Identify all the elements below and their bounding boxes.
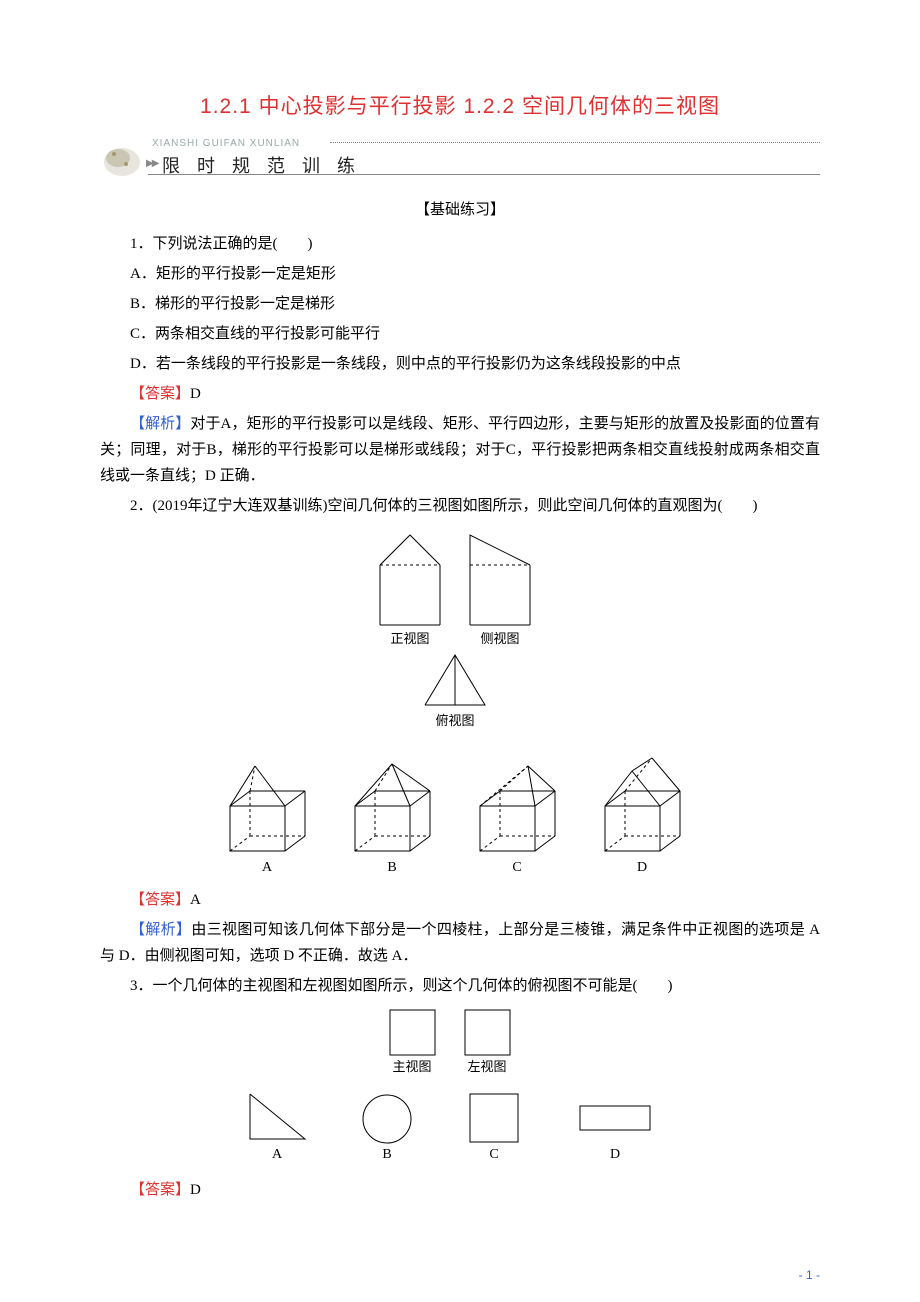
page-number: - 1 - bbox=[799, 1268, 820, 1282]
banner-chevron-icon: ▶▶ bbox=[146, 158, 157, 169]
svg-text:B: B bbox=[382, 1147, 391, 1162]
q2-views-svg: 正视图 侧视图 俯视图 bbox=[360, 525, 560, 745]
q3-answer-value: D bbox=[190, 1182, 201, 1198]
analysis-label: 【解析】 bbox=[130, 922, 191, 938]
q1-analysis-text: 对于A，矩形的平行投影可以是线段、矩形、平行四边形，主要与矩形的放置及投影面的位… bbox=[100, 416, 820, 484]
q3-stem: 3．一个几何体的主视图和左视图如图所示，则这个几何体的俯视图不可能是( ) bbox=[100, 973, 820, 999]
answer-label: 【答案】 bbox=[130, 892, 190, 908]
q3-views-figure: 主视图 左视图 bbox=[100, 1005, 820, 1080]
page-title: 1.2.1 中心投影与平行投影 1.2.2 空间几何体的三视图 bbox=[100, 90, 820, 120]
svg-text:左视图: 左视图 bbox=[467, 1059, 506, 1074]
q2-answer-value: A bbox=[190, 892, 201, 908]
svg-text:俯视图: 俯视图 bbox=[435, 713, 474, 728]
q2-answer: 【答案】A bbox=[100, 887, 820, 913]
analysis-label: 【解析】 bbox=[130, 416, 190, 432]
svg-text:D: D bbox=[610, 1147, 620, 1162]
q1-option-a: A．矩形的平行投影一定是矩形 bbox=[100, 261, 820, 287]
q2-options-figure: A B C D bbox=[100, 756, 820, 881]
svg-text:A: A bbox=[272, 1147, 283, 1162]
q1-answer-value: D bbox=[190, 386, 201, 402]
q1-option-c: C．两条相交直线的平行投影可能平行 bbox=[100, 321, 820, 347]
svg-text:A: A bbox=[262, 860, 273, 875]
q3-options-svg: A B C D bbox=[230, 1086, 690, 1166]
q3-options-figure: A B C D bbox=[100, 1086, 820, 1171]
svg-text:B: B bbox=[387, 860, 396, 875]
q2-stem: 2．(2019年辽宁大连双基训练)空间几何体的三视图如图所示，则此空间几何体的直… bbox=[100, 493, 820, 519]
section-heading: 【基础练习】 bbox=[100, 198, 820, 219]
q2-analysis-text: 由三视图可知该几何体下部分是一个四棱柱，上部分是三棱锥，满足条件中正视图的选项是… bbox=[100, 922, 820, 964]
svg-text:正视图: 正视图 bbox=[390, 631, 429, 646]
svg-text:C: C bbox=[489, 1147, 498, 1162]
section-banner: XIANSHI GUIFAN XUNLIAN ▶▶ 限 时 规 范 训 练 bbox=[100, 138, 820, 188]
answer-label: 【答案】 bbox=[130, 386, 190, 402]
q2-three-views-figure: 正视图 侧视图 俯视图 bbox=[100, 525, 820, 750]
q1-option-d: D．若一条线段的平行投影是一条线段，则中点的平行投影仍为这条线段投影的中点 bbox=[100, 351, 820, 377]
banner-ornament-icon bbox=[100, 142, 144, 180]
q3-views-svg: 主视图 左视图 bbox=[370, 1005, 550, 1075]
q2-analysis: 【解析】由三视图可知该几何体下部分是一个四棱柱，上部分是三棱锥，满足条件中正视图… bbox=[100, 917, 820, 969]
q1-stem: 1．下列说法正确的是( ) bbox=[100, 231, 820, 257]
svg-text:C: C bbox=[512, 860, 521, 875]
q1-option-b: B．梯形的平行投影一定是梯形 bbox=[100, 291, 820, 317]
svg-text:D: D bbox=[637, 860, 647, 875]
q1-answer: 【答案】D bbox=[100, 381, 820, 407]
banner-underline bbox=[148, 174, 820, 175]
banner-dotted-line bbox=[330, 142, 820, 143]
q1-analysis: 【解析】对于A，矩形的平行投影可以是线段、矩形、平行四边形，主要与矩形的放置及投… bbox=[100, 411, 820, 489]
answer-label: 【答案】 bbox=[130, 1182, 190, 1198]
svg-text:侧视图: 侧视图 bbox=[480, 631, 519, 646]
banner-pinyin: XIANSHI GUIFAN XUNLIAN bbox=[152, 138, 300, 149]
q3-answer: 【答案】D bbox=[100, 1177, 820, 1203]
svg-text:主视图: 主视图 bbox=[392, 1059, 431, 1074]
q2-options-svg: A B C D bbox=[210, 756, 710, 876]
